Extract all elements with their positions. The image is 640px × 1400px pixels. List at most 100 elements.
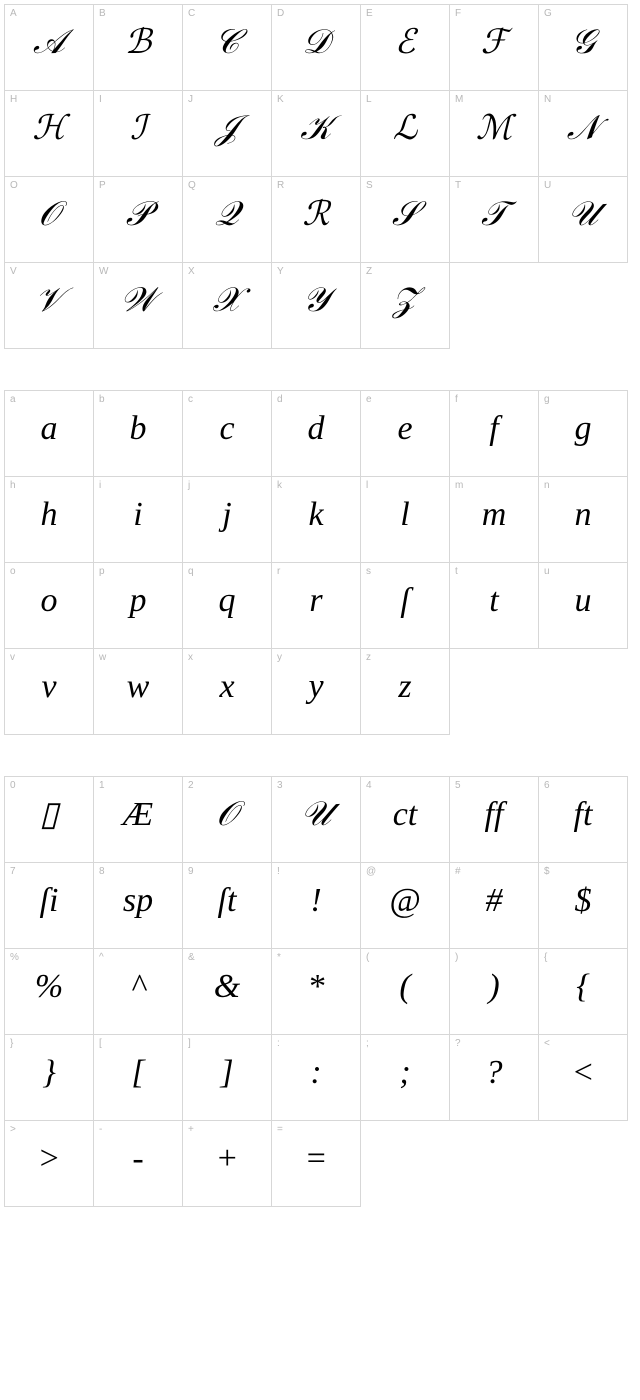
glyph-cell[interactable]: 4ct — [360, 776, 450, 863]
glyph-cell[interactable]: G𝒢 — [538, 4, 628, 91]
glyph-cell[interactable]: X𝒳 — [182, 262, 272, 349]
glyph-cell[interactable]: $$ — [538, 862, 628, 949]
glyph-cell[interactable]: 0▯ — [4, 776, 94, 863]
glyph-character: ℱ — [450, 23, 538, 64]
glyph-cell[interactable]: }} — [4, 1034, 94, 1121]
glyph-cell[interactable]: uu — [538, 562, 628, 649]
glyph-cell[interactable]: pp — [93, 562, 183, 649]
glyph-character: 𝒴 — [272, 281, 360, 322]
glyph-character: 𝒦 — [272, 109, 360, 150]
glyph-cell[interactable]: Eℰ — [360, 4, 450, 91]
glyph-cell[interactable]: ?? — [449, 1034, 539, 1121]
glyph-cell[interactable]: gg — [538, 390, 628, 477]
glyph-cell[interactable]: U𝒰 — [538, 176, 628, 263]
glyph-cell[interactable]: tt — [449, 562, 539, 649]
glyph-cell[interactable]: 7ſi — [4, 862, 94, 949]
glyph-cell[interactable]: )) — [449, 948, 539, 1035]
glyph-character: ft — [539, 795, 627, 836]
glyph-key-label: a — [10, 395, 16, 405]
glyph-cell[interactable]: ** — [271, 948, 361, 1035]
glyph-cell[interactable]: Bℬ — [93, 4, 183, 91]
glyph-key-label: 9 — [188, 867, 194, 877]
glyph-cell[interactable]: (( — [360, 948, 450, 1035]
glyph-cell[interactable]: Rℛ — [271, 176, 361, 263]
glyph-key-label: o — [10, 567, 16, 577]
glyph-cell[interactable]: >> — [4, 1120, 94, 1207]
glyph-key-label: : — [277, 1039, 280, 1049]
glyph-key-label: 6 — [544, 781, 550, 791]
glyph-cell[interactable]: ll — [360, 476, 450, 563]
glyph-cell[interactable]: ## — [449, 862, 539, 949]
glyph-cell[interactable]: V𝒱 — [4, 262, 94, 349]
glyph-cell[interactable]: kk — [271, 476, 361, 563]
glyph-cell[interactable]: jj — [182, 476, 272, 563]
glyph-cell[interactable]: aa — [4, 390, 94, 477]
glyph-key-label: { — [544, 953, 547, 963]
glyph-cell[interactable]: 9ſt — [182, 862, 272, 949]
glyph-cell[interactable]: :: — [271, 1034, 361, 1121]
glyph-cell[interactable]: mm — [449, 476, 539, 563]
glyph-key-label: y — [277, 653, 282, 663]
glyph-cell[interactable]: ^^ — [93, 948, 183, 1035]
glyph-cell[interactable]: 6 ft — [538, 776, 628, 863]
glyph-cell[interactable]: Iℐ — [93, 90, 183, 177]
glyph-cell[interactable]: bb — [93, 390, 183, 477]
glyph-cell[interactable]: D𝒟 — [271, 4, 361, 91]
glyph-cell[interactable]: K𝒦 — [271, 90, 361, 177]
glyph-cell[interactable]: ii — [93, 476, 183, 563]
glyph-cell[interactable]: vv — [4, 648, 94, 735]
glyph-cell[interactable]: A𝒜 — [4, 4, 94, 91]
glyph-cell[interactable]: ww — [93, 648, 183, 735]
glyph-cell[interactable]: T𝒯 — [449, 176, 539, 263]
glyph-cell[interactable]: Z𝒵 — [360, 262, 450, 349]
glyph-cell[interactable]: !! — [271, 862, 361, 949]
glyph-cell[interactable]: cc — [182, 390, 272, 477]
glyph-cell[interactable]: rr — [271, 562, 361, 649]
glyph-cell[interactable]: W𝒲 — [93, 262, 183, 349]
glyph-cell[interactable]: Q𝒬 — [182, 176, 272, 263]
glyph-key-label: 5 — [455, 781, 461, 791]
glyph-character: 𝒯 — [450, 195, 538, 236]
glyph-cell[interactable]: oo — [4, 562, 94, 649]
glyph-cell[interactable]: 3𝒰 — [271, 776, 361, 863]
glyph-cell[interactable]: 2𝒪 — [182, 776, 272, 863]
glyph-cell[interactable]: 5ff — [449, 776, 539, 863]
glyph-cell[interactable]: -- — [93, 1120, 183, 1207]
glyph-cell[interactable]: xx — [182, 648, 272, 735]
glyph-cell[interactable]: Y𝒴 — [271, 262, 361, 349]
glyph-cell[interactable]: dd — [271, 390, 361, 477]
glyph-cell[interactable]: ee — [360, 390, 450, 477]
glyph-cell[interactable]: N𝒩 — [538, 90, 628, 177]
glyph-cell[interactable]: ++ — [182, 1120, 272, 1207]
glyph-cell[interactable]: Lℒ — [360, 90, 450, 177]
glyph-key-label: L — [366, 95, 372, 105]
glyph-cell[interactable]: ]] — [182, 1034, 272, 1121]
glyph-cell[interactable]: 8sp — [93, 862, 183, 949]
glyph-cell[interactable]: %% — [4, 948, 94, 1035]
glyph-cell[interactable]: [[ — [93, 1034, 183, 1121]
glyph-cell[interactable]: Mℳ — [449, 90, 539, 177]
glyph-cell[interactable]: && — [182, 948, 272, 1035]
glyph-cell[interactable]: nn — [538, 476, 628, 563]
glyph-cell[interactable]: Hℋ — [4, 90, 94, 177]
glyph-character: ) — [450, 967, 538, 1008]
glyph-cell[interactable]: O𝒪 — [4, 176, 94, 263]
glyph-cell[interactable]: ;; — [360, 1034, 450, 1121]
glyph-cell[interactable]: qq — [182, 562, 272, 649]
glyph-cell[interactable]: C𝒞 — [182, 4, 272, 91]
glyph-cell[interactable]: ff — [449, 390, 539, 477]
glyph-cell[interactable]: S𝒮 — [360, 176, 450, 263]
glyph-cell[interactable]: J𝒥 — [182, 90, 272, 177]
glyph-key-label: m — [455, 481, 463, 491]
glyph-cell[interactable]: P𝒫 — [93, 176, 183, 263]
glyph-cell[interactable]: yy — [271, 648, 361, 735]
glyph-cell[interactable]: Fℱ — [449, 4, 539, 91]
glyph-cell[interactable]: sſ — [360, 562, 450, 649]
glyph-cell[interactable]: 1Æ — [93, 776, 183, 863]
glyph-cell[interactable]: @@ — [360, 862, 450, 949]
glyph-cell[interactable]: hh — [4, 476, 94, 563]
glyph-cell[interactable]: zz — [360, 648, 450, 735]
glyph-cell[interactable]: {{ — [538, 948, 628, 1035]
glyph-cell[interactable]: << — [538, 1034, 628, 1121]
glyph-cell[interactable]: == — [271, 1120, 361, 1207]
